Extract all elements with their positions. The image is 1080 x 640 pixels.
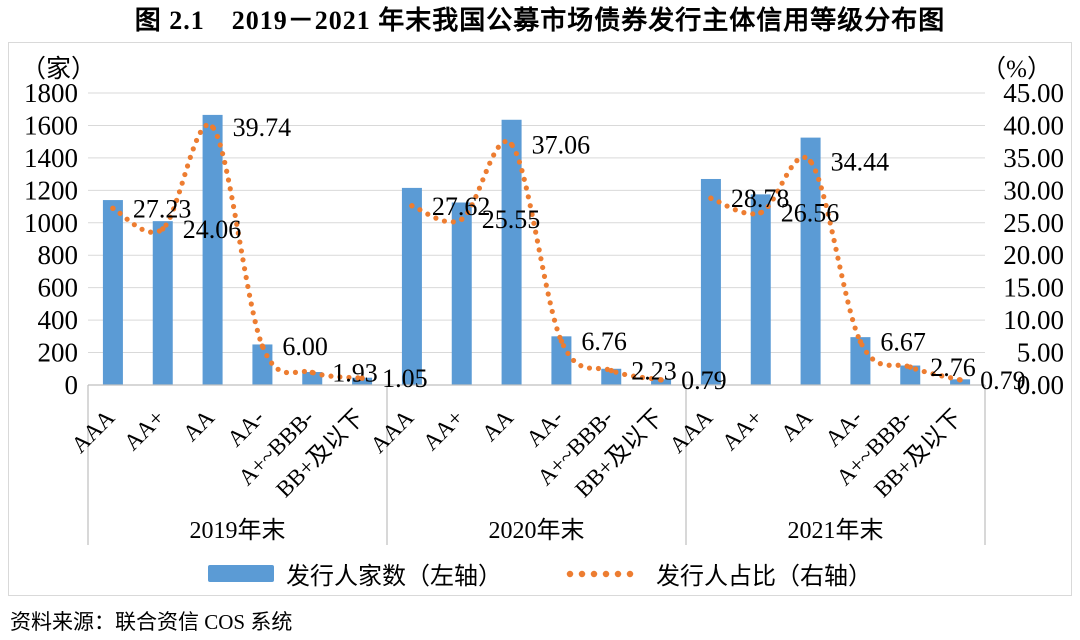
percent-point: [459, 216, 465, 222]
right-axis-unit: （%）: [981, 55, 1052, 83]
percent-label: 25.55: [482, 205, 541, 234]
left-axis-tick: 800: [38, 240, 79, 270]
line-legend-label: 发行人占比（右轴）: [656, 564, 872, 590]
left-axis-tick: 200: [38, 338, 79, 368]
percent-point: [160, 226, 166, 232]
percent-point: [359, 375, 365, 381]
line-legend-swatch: [566, 570, 644, 577]
left-axis-tick: 1000: [24, 208, 78, 238]
percent-point: [309, 369, 315, 376]
bar: [302, 372, 323, 385]
right-axis-tick: 10.00: [1003, 305, 1064, 335]
percent-point: [957, 377, 963, 383]
percent-label: 1.05: [382, 364, 428, 393]
right-axis-tick: 30.00: [1003, 175, 1064, 205]
percent-label: 27.23: [133, 194, 192, 223]
category-label: AA: [178, 405, 219, 446]
bar: [750, 194, 771, 385]
left-axis-tick: 1800: [24, 78, 78, 108]
left-axis-tick: 400: [38, 305, 79, 335]
chart-area: [8, 42, 1072, 596]
bar: [700, 178, 721, 385]
category-label: AA: [776, 405, 817, 446]
percent-label: 1.93: [332, 358, 378, 387]
chart-title: 图 2.1 2019－2021 年末我国公募市场债券发行主体信用等级分布图: [134, 6, 946, 35]
percent-label: 6.76: [581, 327, 627, 356]
percent-label: 0.79: [681, 366, 727, 395]
percent-label: 39.74: [233, 113, 291, 142]
percent-point: [558, 338, 565, 344]
bar: [451, 202, 472, 385]
percent-point: [608, 367, 614, 374]
bar: [352, 377, 373, 385]
percent-point: [658, 377, 664, 383]
percent-point: [409, 203, 415, 209]
percent-label: 2.76: [930, 353, 976, 382]
percent-point: [110, 205, 116, 212]
left-axis-tick: 600: [38, 273, 79, 303]
percent-label: 26.56: [781, 199, 840, 228]
percent-label: 6.67: [880, 328, 926, 357]
category-label: AAA: [665, 405, 718, 458]
percent-label: 27.62: [432, 192, 491, 221]
right-axis-tick: 25.00: [1003, 208, 1064, 238]
bar: [850, 337, 871, 385]
percent-point: [259, 343, 266, 349]
category-label: AA: [477, 405, 518, 446]
left-axis-tick: 0: [65, 370, 79, 400]
left-axis-unit: （家）: [21, 55, 96, 83]
percent-label: 28.78: [731, 184, 790, 213]
percent-label: 2.23: [631, 357, 677, 386]
bar: [152, 221, 173, 385]
percent-point: [907, 364, 913, 370]
left-axis-tick: 1400: [24, 143, 78, 173]
percent-label: 0.79: [980, 366, 1025, 395]
source-note: 资料来源：联合资信 COS 系统: [10, 610, 293, 634]
right-axis-tick: 15.00: [1003, 273, 1064, 303]
percent-label: 24.06: [183, 215, 242, 244]
group-label: 2019年末: [190, 517, 286, 544]
percent-point: [508, 141, 515, 148]
percent-point: [209, 124, 216, 130]
chart-legend: 发行人家数（左轴） 发行人占比（右轴）: [0, 556, 1080, 591]
category-label: AAA: [67, 405, 120, 458]
group-label: 2021年末: [788, 517, 884, 544]
bar: [401, 187, 422, 385]
bar: [551, 336, 572, 385]
right-axis-tick: 5.00: [1017, 338, 1064, 368]
bar: [501, 119, 522, 386]
category-label: AAA: [366, 405, 419, 458]
right-axis-tick: 20.00: [1003, 240, 1064, 270]
bar: [800, 137, 821, 385]
right-axis-tick: 45.00: [1003, 78, 1064, 108]
category-label: AA+: [119, 405, 169, 455]
percent-label: 37.06: [532, 131, 591, 160]
percent-label: 34.44: [831, 148, 890, 177]
bar: [202, 114, 223, 386]
left-axis-tick: 1200: [24, 175, 78, 205]
percent-point: [857, 339, 864, 345]
percent-label: 6.00: [282, 332, 328, 361]
percent-point: [807, 158, 814, 165]
right-axis-tick: 35.00: [1003, 143, 1064, 173]
group-label: 2020年末: [489, 517, 585, 544]
legend-item-bar-series: 发行人家数（左轴）: [208, 556, 502, 591]
bar-legend-label: 发行人家数（左轴）: [286, 564, 502, 590]
category-label: AA+: [418, 405, 468, 455]
legend-item-line-series: 发行人占比（右轴）: [566, 556, 872, 591]
percent-point: [708, 195, 714, 201]
category-label: AA+: [717, 405, 767, 455]
right-axis-tick: 0.00: [1017, 370, 1064, 400]
bar: [252, 344, 273, 385]
percent-point: [758, 209, 764, 216]
right-axis-tick: 40.00: [1003, 110, 1064, 140]
left-axis-tick: 1600: [24, 110, 78, 140]
bar-legend-swatch: [208, 565, 274, 582]
bar: [102, 200, 123, 385]
